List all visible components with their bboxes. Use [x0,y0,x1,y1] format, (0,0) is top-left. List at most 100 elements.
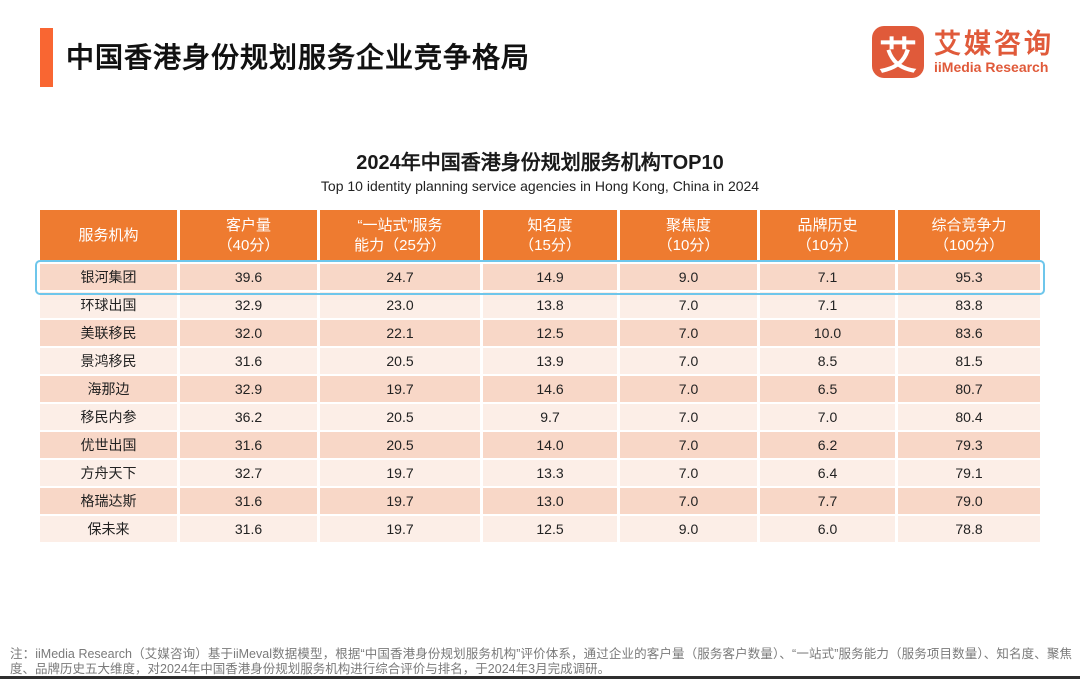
score-cell: 32.0 [180,320,320,348]
column-header: 综合竞争力 （100分） [898,210,1040,264]
agency-name-cell: 环球出国 [40,292,180,320]
source-note: 注：iiMedia Research（艾媒咨询）基于iiMeval数据模型，根据… [10,647,1072,676]
score-cell: 20.5 [320,348,483,376]
score-cell: 7.1 [760,264,898,292]
agency-name-cell: 方舟天下 [40,460,180,488]
agency-name-cell: 保未来 [40,516,180,544]
score-cell: 7.0 [620,320,760,348]
bottom-edge-bar [0,676,1080,679]
table-row: 优世出国 31.6 20.5 14.0 7.0 6.2 79.3 [40,432,1040,460]
column-header: 客户量 （40分） [180,210,320,264]
score-cell: 6.5 [760,376,898,404]
score-cell: 32.9 [180,376,320,404]
title-accent-bar [40,28,53,87]
score-cell: 13.3 [483,460,620,488]
table-row: 移民内参 36.2 20.5 9.7 7.0 7.0 80.4 [40,404,1040,432]
score-cell: 81.5 [898,348,1040,376]
score-cell: 14.6 [483,376,620,404]
chart-subtitle: Top 10 identity planning service agencie… [320,178,760,194]
score-cell: 13.9 [483,348,620,376]
logo-text: 艾媒咨询 iiMedia Research [934,29,1054,76]
score-cell: 6.0 [760,516,898,544]
score-cell: 7.0 [620,432,760,460]
agency-name-cell: 优世出国 [40,432,180,460]
score-cell: 79.3 [898,432,1040,460]
table-row: 保未来 31.6 19.7 12.5 9.0 6.0 78.8 [40,516,1040,544]
score-cell: 9.0 [620,264,760,292]
page-title: 中国香港身份规划服务企业竞争格局 [66,42,531,73]
table-row: 银河集团 39.6 24.7 14.9 9.0 7.1 95.3 [40,264,1040,292]
table-row: 方舟天下 32.7 19.7 13.3 7.0 6.4 79.1 [40,460,1040,488]
ranking-table-wrap: 服务机构 客户量 （40分） “一站式”服务 能力（25分） 知名度 （15分） 聚焦度… [35,210,1045,544]
score-cell: 31.6 [180,348,320,376]
score-cell: 9.7 [483,404,620,432]
score-cell: 13.8 [483,292,620,320]
iimedia-logo: 艾 艾媒咨询 iiMedia Research [872,26,1054,78]
iimedia-logo-icon: 艾 [872,26,924,78]
score-cell: 7.0 [620,292,760,320]
score-cell: 7.0 [620,488,760,516]
score-cell: 7.7 [760,488,898,516]
column-header: 聚焦度 （10分） [620,210,760,264]
table-body: 银河集团 39.6 24.7 14.9 9.0 7.1 95.3 环球出国 32.9 23.0 13… [40,264,1040,544]
table-header-row: 服务机构 客户量 （40分） “一站式”服务 能力（25分） 知名度 （15分） 聚焦度… [40,210,1040,264]
score-cell: 80.7 [898,376,1040,404]
agency-name-cell: 银河集团 [40,264,180,292]
score-cell: 6.4 [760,460,898,488]
score-cell: 22.1 [320,320,483,348]
score-cell: 32.9 [180,292,320,320]
score-cell: 14.9 [483,264,620,292]
score-cell: 83.6 [898,320,1040,348]
score-cell: 13.0 [483,488,620,516]
score-cell: 12.5 [483,516,620,544]
agency-name-cell: 美联移民 [40,320,180,348]
score-cell: 36.2 [180,404,320,432]
score-cell: 79.0 [898,488,1040,516]
score-cell: 23.0 [320,292,483,320]
score-cell: 7.0 [760,404,898,432]
score-cell: 6.2 [760,432,898,460]
column-header: 服务机构 [40,210,180,264]
score-cell: 20.5 [320,404,483,432]
score-cell: 19.7 [320,488,483,516]
column-header: “一站式”服务 能力（25分） [320,210,483,264]
score-cell: 19.7 [320,460,483,488]
logo-name-cn: 艾媒咨询 [934,28,1054,59]
score-cell: 7.0 [620,376,760,404]
score-cell: 78.8 [898,516,1040,544]
score-cell: 9.0 [620,516,760,544]
table-row: 海那边 32.9 19.7 14.6 7.0 6.5 80.7 [40,376,1040,404]
logo-icon-glyph: 艾 [878,35,917,78]
table-row: 景鸿移民 31.6 20.5 13.9 7.0 8.5 81.5 [40,348,1040,376]
agency-name-cell: 格瑞达斯 [40,488,180,516]
table-row: 美联移民 32.0 22.1 12.5 7.0 10.0 83.6 [40,320,1040,348]
agency-name-cell: 移民内参 [40,404,180,432]
score-cell: 19.7 [320,516,483,544]
score-cell: 20.5 [320,432,483,460]
score-cell: 8.5 [760,348,898,376]
score-cell: 95.3 [898,264,1040,292]
score-cell: 31.6 [180,516,320,544]
score-cell: 32.7 [180,460,320,488]
score-cell: 80.4 [898,404,1040,432]
score-cell: 83.8 [898,292,1040,320]
table-row: 环球出国 32.9 23.0 13.8 7.0 7.1 83.8 [40,292,1040,320]
score-cell: 7.0 [620,348,760,376]
score-cell: 7.0 [620,404,760,432]
chart-title-block: 2024年中国香港身份规划服务机构TOP10 Top 10 identity p… [0,146,1080,194]
ranking-table: 服务机构 客户量 （40分） “一站式”服务 能力（25分） 知名度 （15分） 聚焦度… [40,210,1040,544]
score-cell: 12.5 [483,320,620,348]
chart-title: 2024年中国香港身份规划服务机构TOP10 [356,152,724,174]
column-header: 知名度 （15分） [483,210,620,264]
score-cell: 24.7 [320,264,483,292]
score-cell: 79.1 [898,460,1040,488]
score-cell: 7.1 [760,292,898,320]
agency-name-cell: 景鸿移民 [40,348,180,376]
table-row: 格瑞达斯 31.6 19.7 13.0 7.0 7.7 79.0 [40,488,1040,516]
logo-name-en: iiMedia Research [934,58,1049,75]
column-header: 品牌历史 （10分） [760,210,898,264]
score-cell: 19.7 [320,376,483,404]
score-cell: 39.6 [180,264,320,292]
score-cell: 10.0 [760,320,898,348]
